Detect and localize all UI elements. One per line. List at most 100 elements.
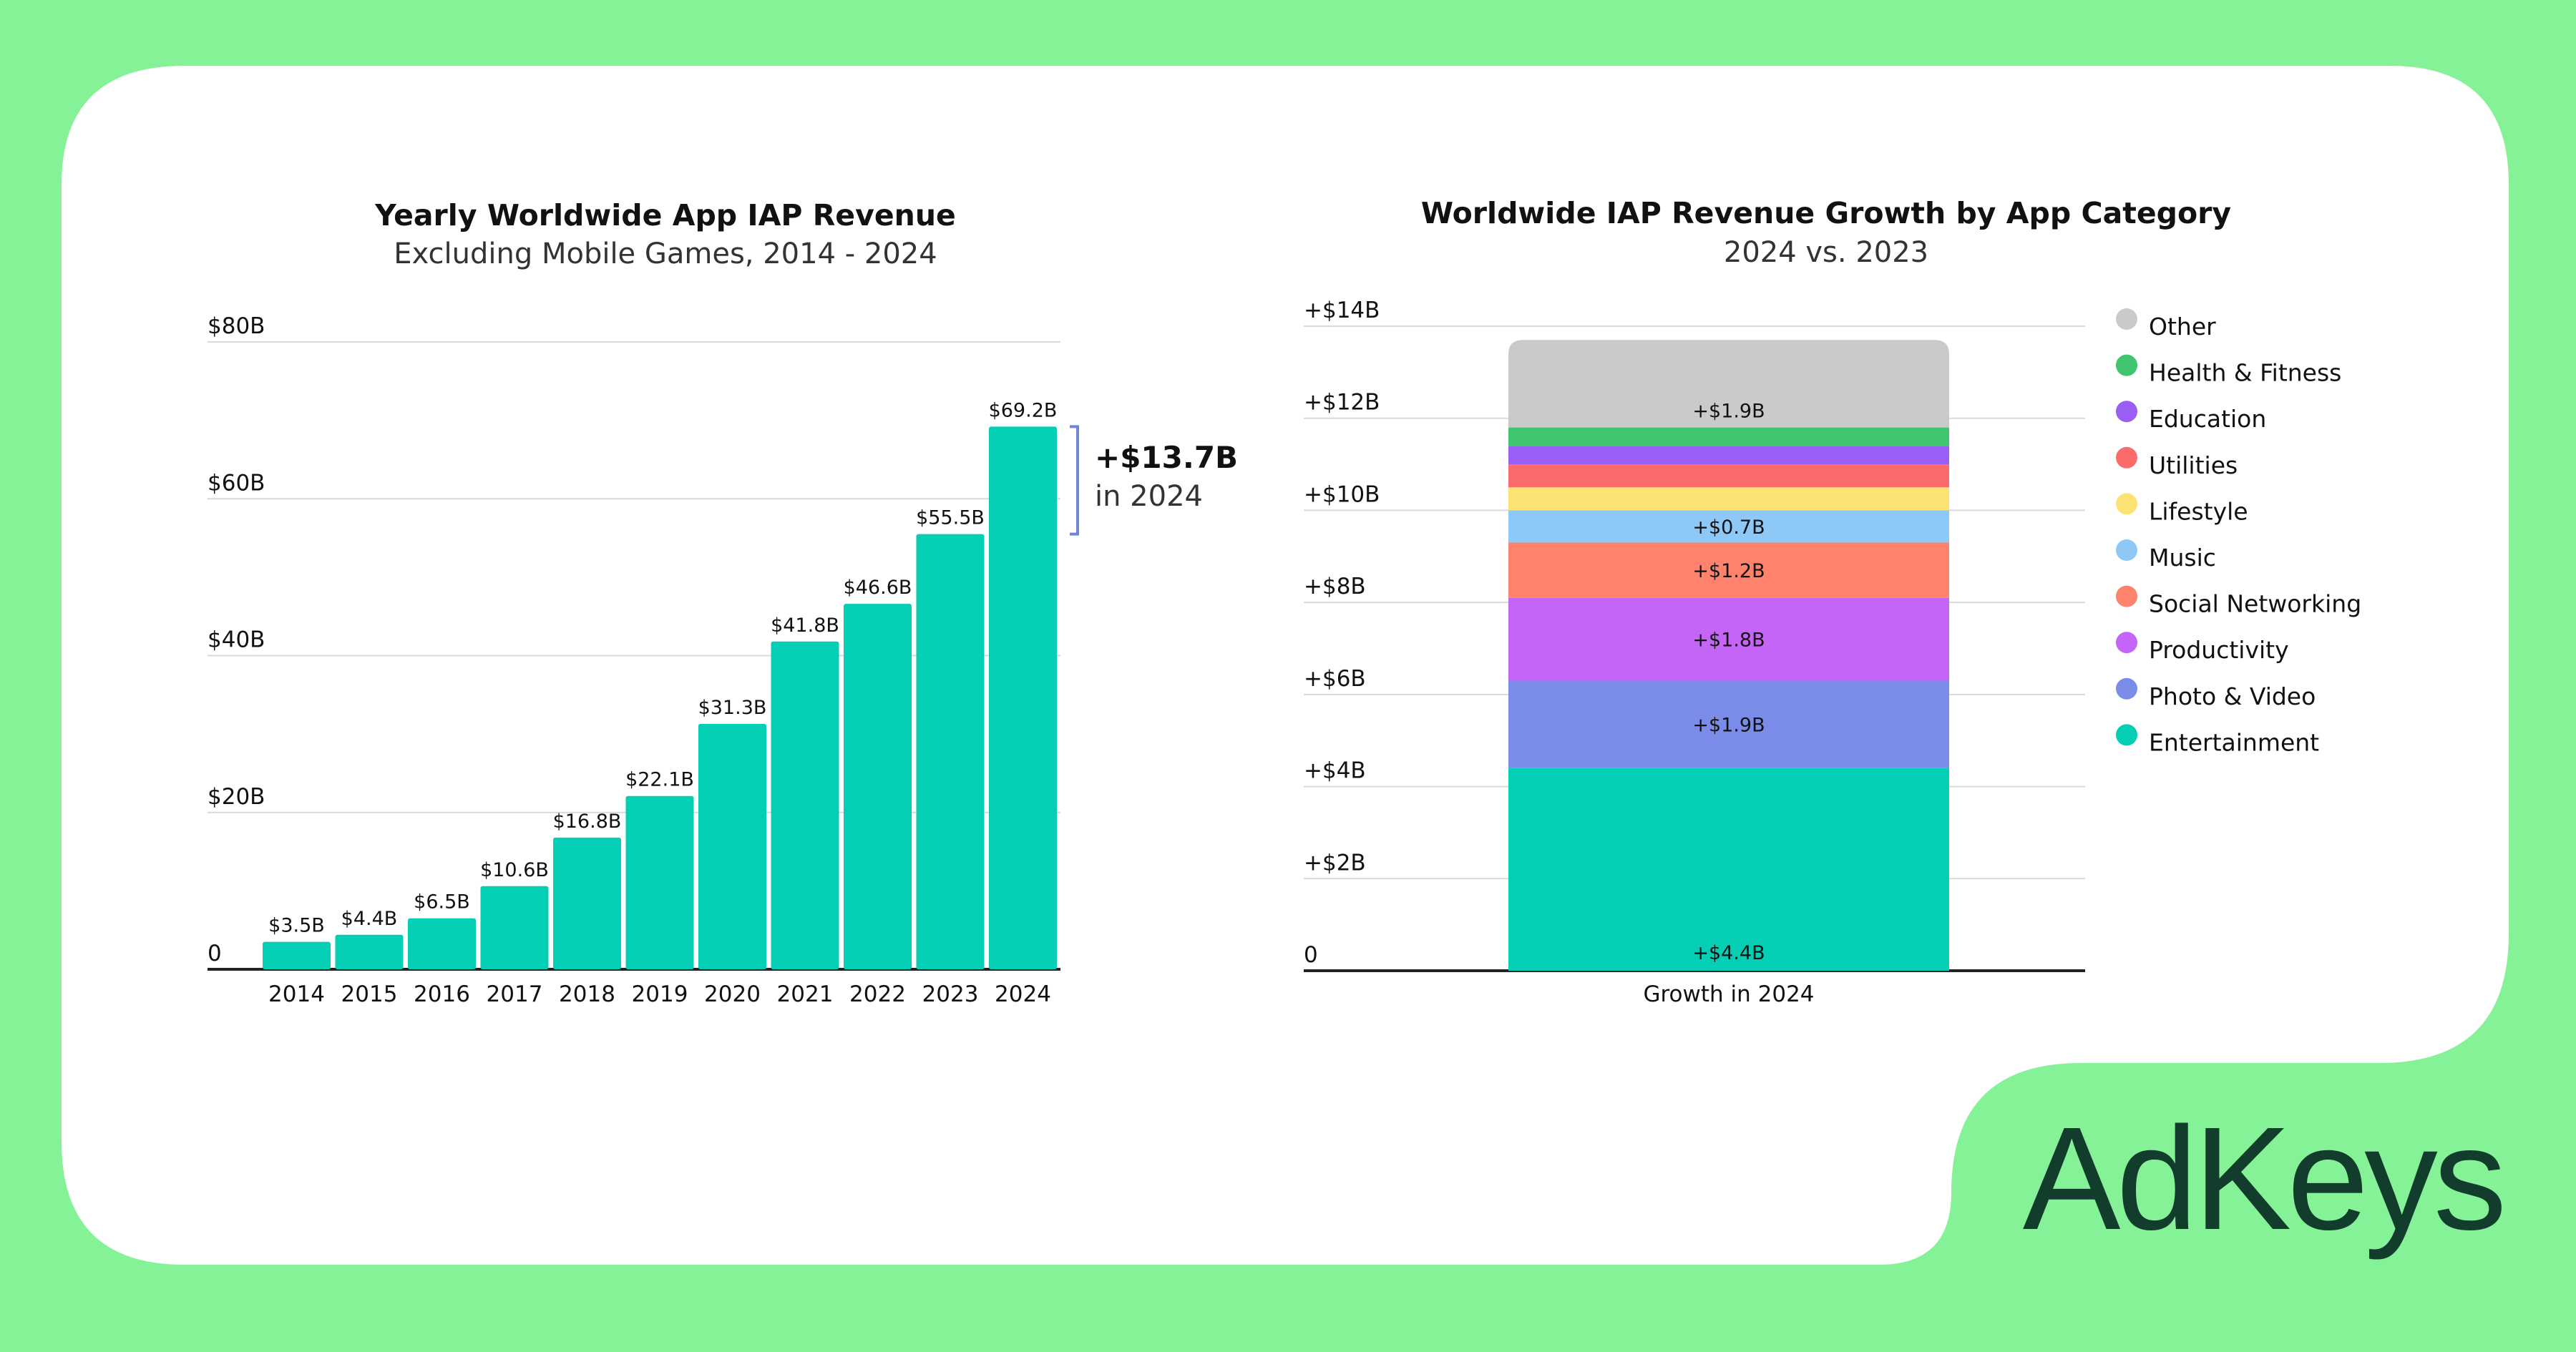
bar-2017	[480, 886, 549, 969]
legend-label: Lifestyle	[2149, 497, 2248, 525]
legend-swatch	[2116, 585, 2137, 607]
bar-value-label: $41.8B	[771, 614, 839, 637]
annotation-text: in 2024	[1095, 480, 1203, 513]
bar-2015	[335, 934, 404, 969]
bar-value-label: $31.3B	[698, 697, 767, 719]
legend-swatch	[2116, 308, 2137, 330]
legend-swatch	[2116, 446, 2137, 469]
segment-education	[1508, 446, 1949, 465]
x-tick-label: 2014	[268, 981, 325, 1007]
legend-label: Education	[2149, 405, 2266, 433]
legend-label: Utilities	[2149, 451, 2238, 479]
yearly-revenue-chart: Yearly Worldwide App IAP Revenue Excludi…	[208, 198, 1238, 1007]
bar-2022	[844, 604, 912, 969]
segment-value-label: +$1.9B	[1692, 401, 1765, 423]
y-tick-label: 0	[208, 941, 222, 966]
y-tick-label: +$2B	[1304, 850, 1366, 876]
x-tick-label: 2015	[341, 981, 398, 1007]
bar-2020	[698, 723, 766, 969]
legend-swatch	[2116, 354, 2137, 376]
y-tick-label: $60B	[208, 470, 265, 496]
legend-label: Entertainment	[2149, 728, 2319, 756]
bar-value-label: $69.2B	[989, 399, 1058, 421]
legend-swatch	[2116, 724, 2137, 746]
x-tick-label: 2017	[487, 981, 543, 1007]
segment-music	[1508, 510, 1949, 543]
annotation-value: +$13.7B	[1095, 440, 1238, 475]
segment-photo-video	[1508, 680, 1949, 768]
x-tick-label: 2016	[414, 981, 470, 1007]
legend-swatch	[2116, 493, 2137, 515]
bar-value-label: $10.6B	[480, 859, 549, 881]
legend-swatch	[2116, 632, 2137, 654]
chart1-title: Yearly Worldwide App IAP Revenue	[374, 198, 956, 232]
brand-logo-text: AdKeys	[2023, 1097, 2503, 1260]
segment-utilities	[1508, 464, 1949, 488]
legend-label: Productivity	[2149, 636, 2289, 664]
bar-value-label: $6.5B	[414, 891, 470, 913]
segment-value-label: +$1.9B	[1692, 715, 1765, 737]
bar-value-label: $46.6B	[844, 577, 912, 599]
chart2-legend: Other Health & Fitness Education Utilities L…	[2116, 308, 2361, 756]
category-growth-chart: Worldwide IAP Revenue Growth by App Cate…	[1304, 196, 2361, 1007]
bar-2019	[625, 795, 694, 969]
segment-value-label: +$0.7B	[1692, 516, 1765, 539]
segment-entertainment	[1508, 768, 1949, 971]
x-tick-label: 2024	[995, 981, 1051, 1007]
y-tick-label: +$8B	[1304, 574, 1366, 599]
legend-label: Social Networking	[2149, 590, 2361, 618]
chart2-stacked-segments	[1508, 340, 1949, 971]
y-tick-label: $20B	[208, 784, 265, 810]
chart2-title: Worldwide IAP Revenue Growth by App Cate…	[1421, 196, 2231, 230]
y-tick-label: +$12B	[1304, 390, 1380, 416]
y-tick-label: +$14B	[1304, 298, 1380, 323]
chart1-annotation: +$13.7B in 2024	[1070, 425, 1238, 536]
chart1-y-ticks: 0 $20B $40B $60B $80B	[208, 313, 265, 966]
bar-value-label: $4.4B	[341, 908, 398, 930]
legend-swatch	[2116, 539, 2137, 561]
legend-label: Health & Fitness	[2149, 359, 2341, 387]
x-tick-label: 2023	[922, 981, 979, 1007]
bar-value-label: $16.8B	[553, 810, 622, 833]
bar-2021	[771, 641, 839, 969]
bar-2023	[916, 534, 985, 969]
y-tick-label: 0	[1304, 942, 1318, 968]
y-tick-label: $40B	[208, 627, 265, 653]
chart1-x-ticks: 2014 2015 2016 2017 2018 2019 2020 2021 2022 2023…	[268, 981, 1051, 1007]
x-tick-label: 2019	[632, 981, 688, 1007]
bar-value-label: $55.5B	[916, 507, 985, 529]
chart2-subtitle: 2024 vs. 2023	[1724, 236, 1928, 269]
segment-productivity	[1508, 597, 1949, 681]
legend-swatch	[2116, 677, 2137, 700]
segment-other	[1508, 340, 1949, 428]
y-tick-label: +$10B	[1304, 481, 1380, 507]
legend-label: Photo & Video	[2149, 682, 2316, 710]
legend-label: Music	[2149, 544, 2216, 572]
legend-swatch	[2116, 401, 2137, 423]
bar-value-label: $3.5B	[268, 915, 325, 937]
legend-label: Other	[2149, 313, 2216, 341]
segment-social-networking	[1508, 542, 1949, 598]
y-tick-label: +$6B	[1304, 666, 1366, 692]
segment-value-label: +$4.4B	[1692, 942, 1765, 964]
chart1-data-labels: $3.5B $4.4B $6.5B $10.6B $16.8B$22.1B $31.3B $…	[268, 399, 1057, 936]
chart2-x-tick: Growth in 2024	[1643, 981, 1814, 1007]
segment-health-fitness	[1508, 427, 1949, 446]
x-tick-label: 2018	[559, 981, 615, 1007]
segment-value-label: +$1.2B	[1692, 560, 1765, 582]
bar-value-label: $22.1B	[625, 769, 694, 791]
x-tick-label: 2021	[777, 981, 834, 1007]
x-tick-label: 2020	[704, 981, 761, 1007]
y-tick-label: +$4B	[1304, 758, 1366, 784]
chart2-data-labels: +$4.4B +$1.9B +$1.8B +$1.2B +$0.7B +$1.9B	[1692, 401, 1765, 964]
chart1-bars	[263, 426, 1057, 969]
x-tick-label: 2022	[849, 981, 906, 1007]
segment-value-label: +$1.8B	[1692, 630, 1765, 652]
chart2-y-ticks: 0 +$2B +$4B +$6B +$8B +$10B +$12B +$14B	[1304, 298, 1380, 968]
segment-lifestyle	[1508, 487, 1949, 511]
bar-2016	[408, 918, 476, 969]
y-tick-label: $80B	[208, 313, 265, 339]
annotation-bracket	[1070, 425, 1079, 536]
